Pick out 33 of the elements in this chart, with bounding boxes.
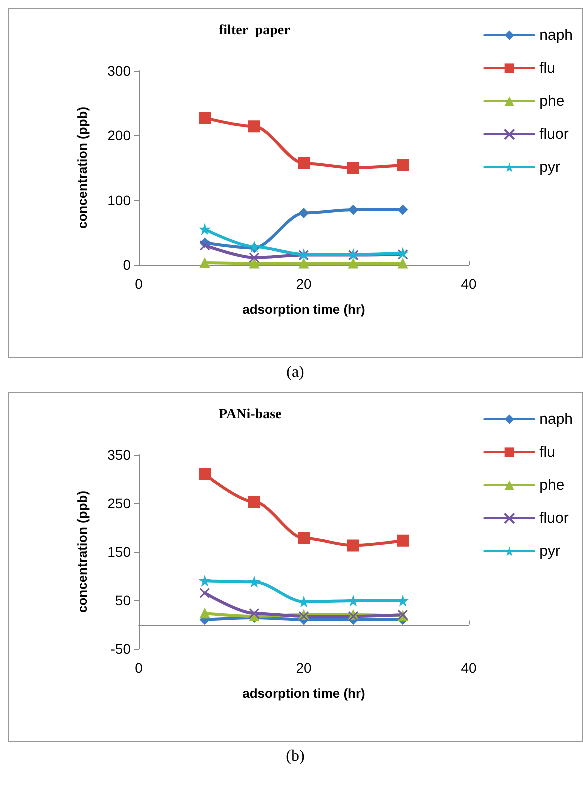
y-tick-label: 0 xyxy=(123,257,132,273)
y-tick-label: -50 xyxy=(110,641,132,657)
x-tick-label: 40 xyxy=(461,276,477,292)
legend-label: phe xyxy=(540,477,565,494)
y-tick-label: 150 xyxy=(108,544,132,560)
y-tick-label: 350 xyxy=(108,447,132,463)
y-axis-title: concentration (ppb) xyxy=(75,490,90,614)
text: (a) xyxy=(286,364,306,382)
x-tick-label: 0 xyxy=(135,276,144,292)
x-tick-label: 40 xyxy=(461,660,477,676)
x-axis-title: adsorption time (hr) xyxy=(242,302,366,317)
legend-label: fluor xyxy=(540,510,569,527)
y-tick-label: 300 xyxy=(108,63,132,79)
x-tick-label: 20 xyxy=(296,660,312,676)
legend-label: naph xyxy=(540,411,574,428)
y-tick-label: 50 xyxy=(115,592,132,608)
legend-label: naph xyxy=(540,27,574,44)
x-axis-title: adsorption time (hr) xyxy=(242,686,366,701)
y-axis-title: concentration (ppb) xyxy=(75,106,90,230)
legend-label: pyr xyxy=(540,543,560,560)
legend-label: flu xyxy=(540,444,556,461)
legend-label: phe xyxy=(540,93,565,110)
legend-label: flu xyxy=(540,60,556,77)
x-tick-label: 20 xyxy=(296,276,312,292)
legend-label: pyr xyxy=(540,159,560,176)
legend-label: fluor xyxy=(540,126,569,143)
chart-title: PANi-base xyxy=(219,408,282,422)
chart-title: filter paper xyxy=(219,24,290,38)
y-tick-label: 100 xyxy=(108,192,132,208)
text: (b) xyxy=(285,748,306,766)
x-tick-label: 0 xyxy=(135,660,144,676)
y-tick-label: 250 xyxy=(108,496,132,512)
y-tick-label: 200 xyxy=(108,128,132,144)
